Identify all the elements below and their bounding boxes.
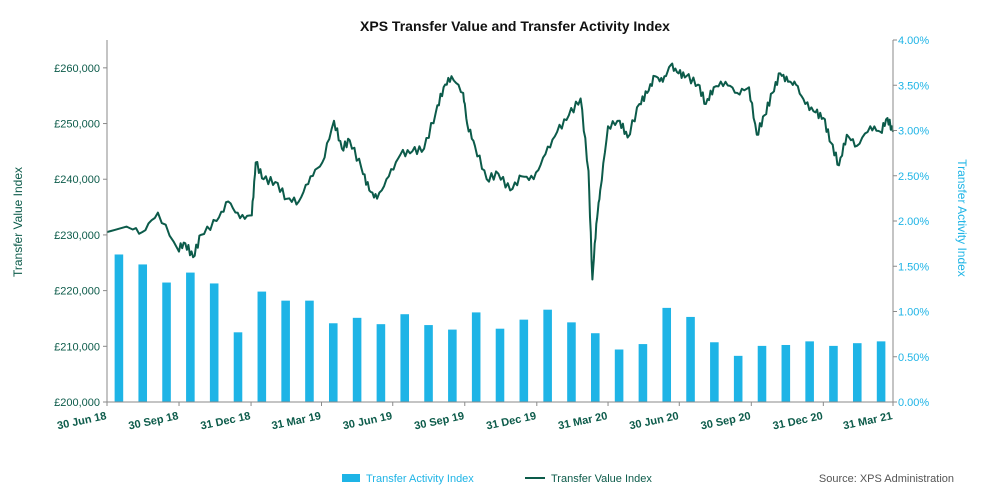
- chart-title: XPS Transfer Value and Transfer Activity…: [360, 18, 670, 34]
- right-tick-label: 2.00%: [898, 216, 929, 228]
- right-axis-ticks: 0.00% 0.50% 1.00% 1.50% 2.00% 2.50% 3.00% 3.50%…: [893, 35, 929, 409]
- activity-bar: [614, 349, 624, 402]
- line-series: [106, 62, 894, 281]
- legend-line-label: Transfer Value Index: [551, 473, 652, 485]
- left-tick-label: £200,000: [54, 397, 100, 409]
- left-tick-label: £220,000: [54, 286, 100, 298]
- activity-bar: [376, 324, 386, 402]
- x-tick-label: 30 Sep 19: [413, 410, 465, 432]
- activity-bar: [209, 283, 219, 402]
- right-axis-label: Transfer Activity Index: [955, 159, 969, 277]
- x-axis-ticks: 30 Jun 18 30 Sep 18 31 Dec 18 31 Mar 19 30 J…: [56, 402, 894, 432]
- right-tick-label: 1.00%: [898, 307, 929, 319]
- activity-bar: [233, 332, 243, 402]
- x-tick-label: 30 Jun 19: [342, 410, 394, 432]
- bar-series: [114, 254, 886, 402]
- left-tick-label: £240,000: [54, 174, 100, 186]
- activity-bar: [638, 344, 648, 402]
- left-tick-label: £250,000: [54, 119, 100, 131]
- left-tick-label: £210,000: [54, 341, 100, 353]
- transfer-value-line: [106, 62, 894, 281]
- activity-bar: [852, 343, 862, 402]
- right-tick-label: 0.50%: [898, 352, 929, 364]
- activity-bar: [495, 328, 505, 402]
- x-tick-label: 30 Jun 18: [56, 410, 108, 432]
- activity-bar: [305, 300, 314, 402]
- activity-bar: [519, 319, 529, 402]
- activity-bar: [471, 312, 481, 402]
- right-tick-label: 1.50%: [898, 261, 929, 273]
- activity-bar: [257, 291, 267, 402]
- activity-bar: [781, 344, 791, 402]
- activity-bar: [424, 325, 433, 402]
- x-tick-label: 31 Dec 19: [485, 410, 537, 432]
- x-tick-label: 31 Mar 21: [842, 410, 894, 432]
- source-note: Source: XPS Administration: [819, 473, 954, 485]
- x-tick-label: 31 Mar 19: [271, 410, 323, 432]
- activity-bar: [686, 316, 695, 402]
- x-tick-label: 31 Dec 18: [200, 410, 252, 432]
- activity-bar: [829, 345, 838, 402]
- activity-bar: [281, 300, 290, 402]
- activity-bar: [328, 323, 338, 402]
- activity-bar: [186, 272, 195, 402]
- left-tick-label: £260,000: [54, 63, 100, 75]
- activity-bar: [138, 264, 148, 402]
- left-tick-label: £230,000: [54, 230, 100, 242]
- x-tick-label: 30 Sep 18: [127, 410, 179, 432]
- activity-bar: [805, 341, 814, 402]
- activity-bar: [733, 355, 743, 402]
- x-tick-label: 31 Dec 20: [772, 410, 824, 432]
- x-tick-label: 30 Jun 20: [628, 410, 680, 432]
- x-tick-label: 30 Sep 20: [700, 410, 752, 432]
- activity-bar: [114, 254, 124, 402]
- activity-bar: [876, 341, 886, 402]
- activity-bar: [757, 345, 767, 402]
- activity-bar: [590, 333, 600, 402]
- activity-bar: [567, 322, 576, 402]
- left-axis-label: Transfer Value Index: [11, 167, 25, 277]
- activity-bar: [543, 309, 552, 402]
- right-tick-label: 0.00%: [898, 397, 929, 409]
- right-tick-label: 2.50%: [898, 171, 929, 183]
- right-tick-label: 3.50%: [898, 80, 929, 92]
- legend-bar-swatch: [342, 474, 360, 482]
- activity-bar: [448, 329, 457, 402]
- activity-bar: [400, 314, 410, 402]
- activity-bar: [710, 342, 719, 402]
- activity-bar: [352, 317, 362, 402]
- legend-bar-label: Transfer Activity Index: [366, 473, 474, 485]
- activity-bar: [162, 282, 171, 402]
- x-tick-label: 31 Mar 20: [557, 410, 609, 432]
- left-axis-ticks: £200,000 £210,000 £220,000 £230,000 £240,000…: [54, 63, 107, 409]
- activity-bar: [662, 307, 672, 402]
- right-tick-label: 3.00%: [898, 126, 929, 138]
- right-tick-label: 4.00%: [898, 35, 929, 47]
